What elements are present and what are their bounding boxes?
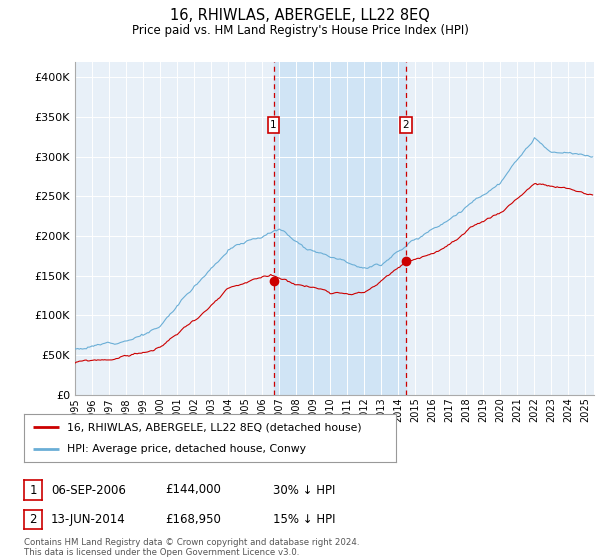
Text: 13-JUN-2014: 13-JUN-2014 [51, 513, 126, 526]
Text: 1: 1 [29, 483, 37, 497]
Text: 16, RHIWLAS, ABERGELE, LL22 8EQ: 16, RHIWLAS, ABERGELE, LL22 8EQ [170, 8, 430, 24]
Text: 1: 1 [270, 120, 277, 130]
Text: 2: 2 [29, 513, 37, 526]
Text: 2: 2 [403, 120, 409, 130]
Text: 15% ↓ HPI: 15% ↓ HPI [273, 513, 335, 526]
Text: £168,950: £168,950 [165, 513, 221, 526]
Text: Contains HM Land Registry data © Crown copyright and database right 2024.
This d: Contains HM Land Registry data © Crown c… [24, 538, 359, 557]
Bar [274, 62, 406, 395]
Text: 30% ↓ HPI: 30% ↓ HPI [273, 483, 335, 497]
Text: 16, RHIWLAS, ABERGELE, LL22 8EQ (detached house): 16, RHIWLAS, ABERGELE, LL22 8EQ (detache… [67, 422, 361, 432]
Text: £144,000: £144,000 [165, 483, 221, 497]
Text: 06-SEP-2006: 06-SEP-2006 [51, 483, 126, 497]
Text: Price paid vs. HM Land Registry's House Price Index (HPI): Price paid vs. HM Land Registry's House … [131, 24, 469, 37]
Text: HPI: Average price, detached house, Conwy: HPI: Average price, detached house, Conw… [67, 444, 306, 454]
